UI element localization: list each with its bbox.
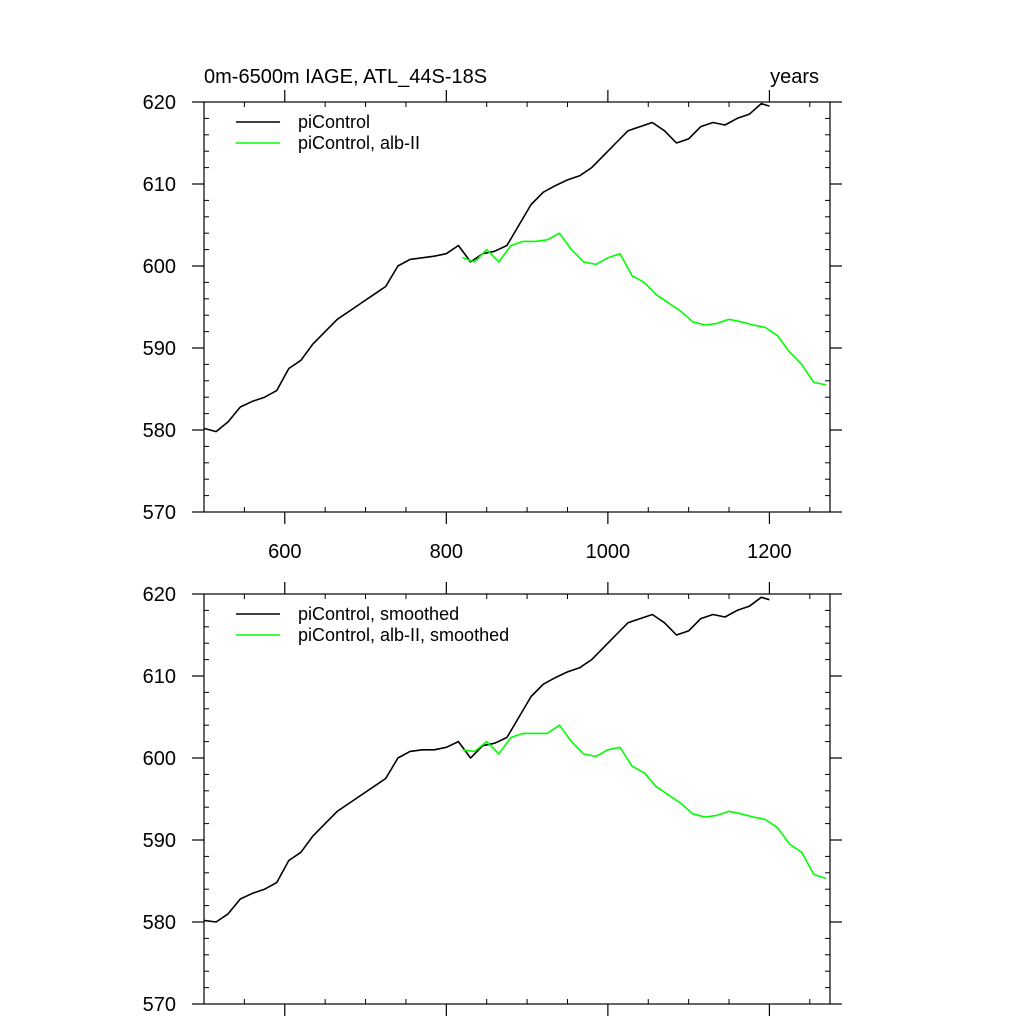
y-tick-label: 610 [143, 666, 176, 688]
y-tick-label: 580 [143, 912, 176, 934]
y-tick-label: 590 [143, 338, 176, 360]
legend-label: piControl, alb-II, smoothed [298, 625, 509, 645]
y-tick-label: 600 [143, 748, 176, 770]
y-tick-label: 600 [143, 256, 176, 278]
series-line-control [203, 102, 770, 433]
plot-frame [203, 593, 831, 1005]
y-tick-label: 610 [143, 174, 176, 196]
y-tick-label: 580 [143, 420, 176, 442]
x-tick-label: 1000 [586, 541, 631, 563]
x-tick-label: 1200 [747, 541, 792, 563]
x-units-label: years [770, 66, 819, 88]
legend-label: piControl [298, 112, 370, 132]
y-tick-label: 570 [143, 502, 176, 524]
top-chart-panel: 600 800 1000 1200 570 580 590 600 610 620 piContro… [143, 90, 842, 563]
x-tick-label: 600 [268, 541, 301, 563]
bottom-chart-panel: 570 580 590 600 610 620 piControl, smoothedpiC… [143, 582, 842, 1016]
plot-title: 0m-6500m IAGE, ATL_44S-18S [204, 66, 487, 88]
series-line-experiment [462, 232, 827, 386]
series-line-experiment [462, 724, 827, 880]
plot-frame [203, 101, 831, 513]
legend-label: piControl, smoothed [298, 604, 459, 624]
y-tick-label: 590 [143, 830, 176, 852]
y-tick-label: 620 [143, 584, 176, 606]
legend-label: piControl, alb-II [298, 133, 420, 153]
x-tick-label: 800 [430, 541, 463, 563]
y-tick-label: 570 [143, 994, 176, 1016]
y-tick-label: 620 [143, 92, 176, 114]
series-line-control [203, 596, 770, 923]
